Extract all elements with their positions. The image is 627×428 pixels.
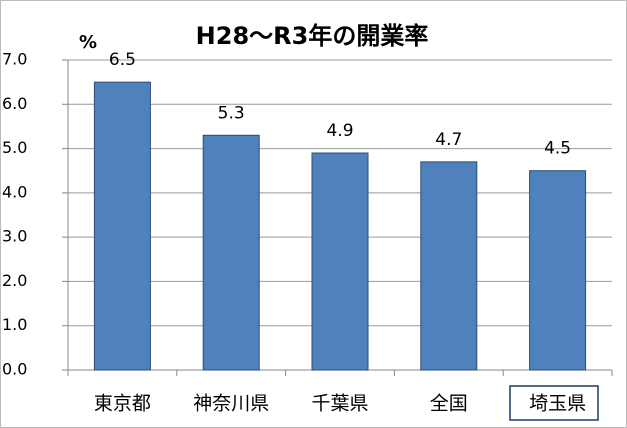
y-axis-label: % xyxy=(79,32,97,53)
value-label: 4.7 xyxy=(435,130,462,150)
y-tick-label: 7.0 xyxy=(2,50,27,69)
y-tick-label: 3.0 xyxy=(2,227,27,246)
value-label: 5.3 xyxy=(218,103,245,123)
value-label: 4.9 xyxy=(326,121,353,141)
bar xyxy=(93,81,151,371)
chart-title: H28～R3年の開業率 xyxy=(196,22,429,50)
y-tick-label: 5.0 xyxy=(2,138,27,157)
x-tick-label: 神奈川県 xyxy=(193,393,269,415)
y-tick-label: 6.0 xyxy=(2,94,27,113)
value-label: 4.5 xyxy=(544,139,571,159)
bar xyxy=(311,152,369,371)
bar xyxy=(202,134,260,371)
y-tick-label: 2.0 xyxy=(2,271,27,290)
x-tick-label: 埼玉県 xyxy=(529,393,586,415)
bar xyxy=(529,170,587,371)
y-tick-label: 1.0 xyxy=(2,315,27,334)
x-tick-label: 千葉県 xyxy=(311,393,368,415)
bar xyxy=(420,161,478,371)
value-label: 6.5 xyxy=(109,50,136,70)
x-tick-label: 全国 xyxy=(430,393,468,415)
highlight-box xyxy=(509,385,599,421)
x-tick-label: 東京都 xyxy=(94,393,151,415)
y-tick-label: 0.0 xyxy=(2,360,27,379)
y-tick-label: 4.0 xyxy=(2,182,27,201)
